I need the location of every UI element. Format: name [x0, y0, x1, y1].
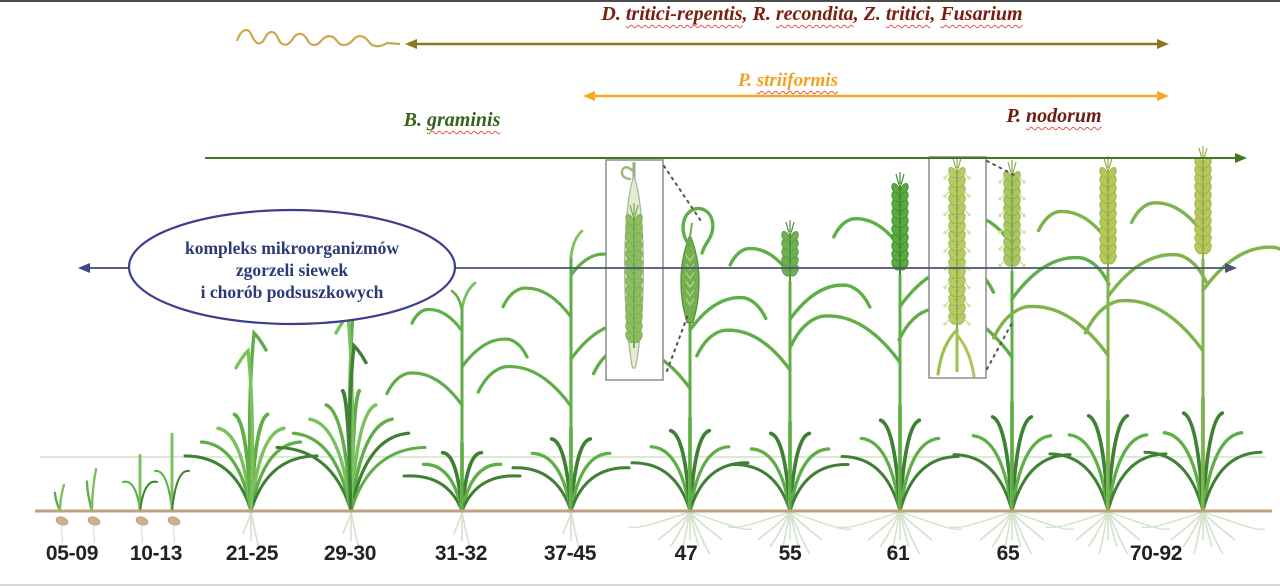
wheat-plant-70-92	[1083, 146, 1280, 555]
wheat-plant-05-09	[85, 467, 101, 544]
species-abbr: B.	[403, 109, 422, 131]
species-abbr: R.	[752, 3, 776, 25]
species-abbr: D.	[601, 3, 626, 25]
arrow-striiformis	[583, 91, 1169, 101]
wheat-plant-05-09	[53, 483, 69, 544]
stage-label-05-09: 05-09	[45, 542, 99, 565]
top-border	[0, 0, 1280, 2]
seedling-complex-callout-ellipse	[127, 208, 457, 326]
disease-label-striiformis: P. striiformis	[738, 70, 838, 92]
stage-label-65: 65	[996, 542, 1020, 565]
stage-label-61: 61	[886, 542, 910, 565]
inset-connector-lines	[663, 160, 1019, 372]
stage-label-47: 47	[674, 542, 698, 565]
inset-dissected-boot	[605, 159, 664, 381]
stage-label-55: 55	[778, 542, 802, 565]
wheat-plant-55	[695, 220, 872, 555]
wheat-plant-10-13	[122, 453, 158, 544]
wheat-plant-21-25	[183, 329, 319, 549]
disease-label-nodorum: P. nodorum	[1006, 105, 1101, 128]
squiggle-line	[235, 28, 401, 48]
species-abbr: P.	[1006, 105, 1022, 127]
species-name: tritici	[885, 3, 931, 25]
species-name: graminis	[426, 109, 501, 131]
species-abbr: Z.	[863, 3, 886, 25]
layer-boxes	[605, 156, 1019, 381]
arrow-seedling-complex	[78, 263, 1237, 273]
species-name: recondita	[775, 3, 854, 25]
callout-line-1: kompleks mikroorganizmów	[184, 238, 400, 258]
species-abbr: P.	[738, 70, 752, 91]
seedling-complex-callout-text: kompleks mikroorganizmów zgorzeli siewek…	[122, 237, 462, 303]
bottom-border	[0, 584, 1280, 586]
inset-flowering-ear	[928, 156, 987, 379]
wheat-plant-47	[591, 206, 768, 555]
callout-line-2: zgorzeli siewek	[235, 260, 349, 280]
stage-label-70-92: 70-92	[1129, 542, 1183, 565]
layer-plants	[53, 146, 1280, 555]
wheat-plant-29-30	[275, 295, 427, 549]
species-name: Fusarium	[940, 3, 1023, 25]
callout-line-3: i chorób podsuszkowych	[200, 282, 384, 302]
species-name: striiformis	[756, 70, 838, 91]
arrow-graminis	[205, 153, 1247, 163]
stage-label-21-25: 21-25	[225, 542, 279, 565]
arrow-leaf-spot-complex	[405, 39, 1169, 49]
disease-label-leaf-spot-complex: D. tritici-repentis, R. recondita, Z. tr…	[601, 3, 1023, 25]
stage-label-31-32: 31-32	[434, 542, 488, 565]
layer-overlay	[78, 28, 1247, 326]
wheat-plant-31-32	[385, 281, 529, 549]
species-name: tritici-repentis	[625, 3, 743, 25]
stage-label-37-45: 37-45	[543, 542, 597, 565]
stage-label-29-30: 29-30	[323, 542, 377, 565]
stage-label-10-13: 10-13	[129, 542, 183, 565]
species-name: nodorum	[1026, 105, 1102, 127]
disease-label-graminis: B. graminis	[404, 109, 501, 132]
wheat-plant-10-13	[154, 432, 190, 544]
